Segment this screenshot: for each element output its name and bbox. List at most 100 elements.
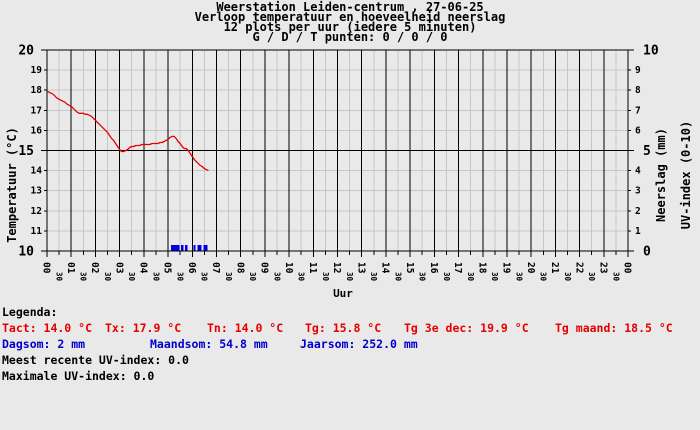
y-left-major-label: 20 — [18, 44, 34, 59]
y-right-labels: 0 5 10 1 2 3 4 6 7 8 9 — [635, 44, 659, 260]
precip-bar — [177, 244, 180, 251]
y-left-minor-label: 18 — [31, 85, 43, 96]
title-subtitle: Verloop temperatuur en hoeveelheid neers… — [194, 10, 506, 24]
x-hour-label: 10 — [283, 262, 294, 274]
precip-bars — [171, 244, 208, 251]
y-right-minor-label: 1 — [635, 226, 641, 237]
x-hour-label: 16 — [428, 262, 439, 274]
temperature-series — [46, 90, 209, 172]
chart: 00 01 02 03 04 05 06 07 08 09 10 11 12 13 14 15 16 17 18 19… — [5, 44, 693, 300]
y-right-minor-label: 6 — [635, 125, 641, 136]
legend-heading: Legenda: — [2, 305, 58, 319]
legend-tact: Tact: 14.0 °C — [2, 321, 93, 335]
x-halfhour-label: 30 — [345, 272, 354, 282]
precip-bar — [173, 244, 176, 251]
legend-tg-3e-dec: Tg 3e dec: 19.9 °C — [404, 321, 529, 335]
y-left-minor-label: 14 — [31, 166, 43, 177]
x-halfhour-label: 30 — [393, 272, 402, 282]
axis-ticks — [41, 49, 634, 257]
x-hour-label: 20 — [525, 262, 536, 274]
x-halfhour-label: 30 — [272, 272, 281, 282]
x-hour-label: 02 — [89, 262, 100, 273]
legend-dagsom: Dagsom: 2 mm — [2, 337, 86, 351]
y-right-minor-label: 8 — [635, 85, 641, 96]
x-halfhour-label: 30 — [442, 272, 451, 282]
left-axis-title: Temperatuur (°C) — [5, 127, 19, 243]
precip-bar — [181, 244, 184, 251]
x-hour-label: 01 — [65, 262, 76, 274]
y-left-minor-label: 16 — [31, 125, 43, 136]
x-halfhour-label: 30 — [151, 272, 160, 282]
legend-uv-max-line: Maximale UV-index: 0.0 — [0, 369, 700, 383]
x-hour-label: 07 — [210, 262, 221, 273]
y-right-minor-label: 7 — [635, 105, 641, 116]
x-hour-label: 22 — [573, 262, 584, 273]
title-gdt-punten: G / D / T punten: 0 / 0 / 0 — [252, 30, 448, 44]
x-hour-label: 05 — [162, 262, 173, 274]
y-left-major-label: 10 — [18, 245, 34, 260]
y-left-major-label: 15 — [18, 144, 34, 159]
legend-precipitation-line: Dagsom: 2 mm Maandsom: 54.8 mm Jaarsom: … — [0, 337, 700, 351]
x-hour-label: 09 — [259, 262, 270, 274]
y-right-minor-label: 9 — [635, 65, 641, 76]
temperature-line — [46, 90, 209, 172]
precip-bar — [193, 244, 196, 251]
precip-bar — [205, 244, 208, 251]
x-halfhour-label: 30 — [103, 272, 112, 282]
x-hour-label: 17 — [452, 262, 463, 273]
y-right-minor-label: 4 — [635, 166, 641, 177]
precip-bar — [203, 244, 206, 251]
x-hour-label: 15 — [404, 262, 415, 274]
y-left-minor-label: 12 — [31, 206, 42, 217]
grid-major — [47, 50, 628, 251]
precip-bar — [171, 244, 174, 251]
x-hour-label: 04 — [138, 262, 149, 274]
x-axis-title: Uur — [333, 287, 353, 300]
x-hour-label: 12 — [331, 262, 342, 273]
legend-tx: Tx: 17.9 °C — [105, 321, 182, 335]
x-halfhour-label: 30 — [297, 272, 306, 282]
y-left-minor-label: 17 — [31, 105, 42, 116]
x-halfhour-label: 30 — [369, 272, 378, 282]
right-axis-title-neerslag: Neerslag (mm) — [654, 128, 668, 222]
x-halfhour-label: 30 — [248, 272, 257, 282]
axis-titles: Temperatuur (°C) Neerslag (mm) UV-index (0… — [5, 121, 693, 300]
legend-tg-maand: Tg maand: 18.5 °C — [555, 321, 673, 335]
x-halfhour-label: 30 — [539, 272, 548, 282]
x-halfhour-label: 30 — [54, 272, 63, 282]
x-hour-label: 19 — [501, 262, 512, 274]
x-halfhour-label: 30 — [224, 272, 233, 282]
x-hour-label: 00 — [622, 262, 633, 274]
x-halfhour-label: 30 — [466, 272, 475, 282]
x-tick-labels: 00 01 02 03 04 05 06 07 08 09 10 11 12 13 14 15 16 17 18 19… — [41, 262, 633, 282]
legend-uv-recent: Meest recente UV-index: 0.0 — [2, 353, 189, 367]
x-halfhour-label: 30 — [514, 272, 523, 282]
right-axis-title-uv: UV-index (0-10) — [679, 121, 693, 229]
x-halfhour-label: 30 — [563, 272, 572, 282]
legend-maandsom: Maandsom: 54.8 mm — [150, 337, 268, 351]
title-station: Weerstation Leiden-centrum , 27-06-25 — [216, 0, 484, 14]
precip-bar — [197, 244, 200, 251]
y-right-major-label: 0 — [643, 245, 651, 260]
x-hour-label: 06 — [186, 262, 197, 274]
x-hour-label: 03 — [113, 262, 124, 274]
legend-uv-max: Maximale UV-index: 0.0 — [2, 369, 155, 383]
x-halfhour-label: 30 — [587, 272, 596, 282]
x-hour-label: 13 — [355, 262, 366, 274]
y-right-minor-label: 3 — [635, 186, 641, 197]
y-right-major-label: 5 — [643, 144, 651, 159]
x-hour-label: 11 — [307, 262, 318, 274]
y-right-major-label: 10 — [643, 44, 659, 59]
x-hour-label: 08 — [234, 262, 245, 274]
x-halfhour-label: 30 — [127, 272, 136, 282]
x-halfhour-label: 30 — [490, 272, 499, 282]
x-halfhour-label: 30 — [321, 272, 330, 282]
legend-tn: Tn: 14.0 °C — [207, 321, 284, 335]
x-hour-label: 18 — [476, 262, 487, 274]
x-halfhour-label: 30 — [176, 272, 185, 282]
y-left-minor-label: 11 — [31, 226, 43, 237]
y-left-minor-label: 19 — [31, 65, 43, 76]
x-hour-label: 23 — [597, 262, 608, 274]
